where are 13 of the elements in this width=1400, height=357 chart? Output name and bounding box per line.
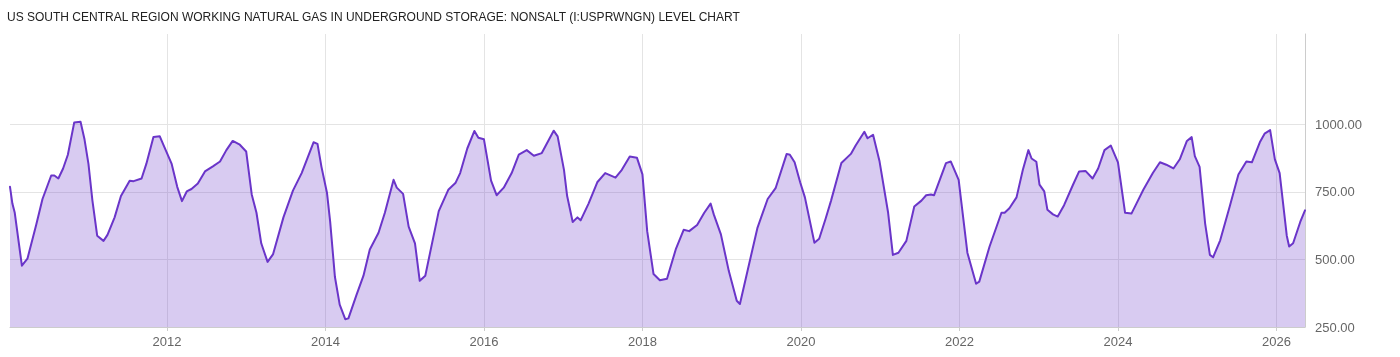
x-tick-label: 2014 (310, 334, 340, 349)
x-tick-label: 2020 (786, 334, 816, 349)
y-tick-label: 250.00 (1315, 319, 1355, 335)
x-tick-label: 2016 (469, 334, 499, 349)
x-tick-label: 2026 (1262, 334, 1291, 349)
x-tick-label: 2012 (152, 334, 182, 349)
y-tick-label: 500.00 (1315, 251, 1355, 267)
y-tick-label: 750.00 (1315, 184, 1355, 200)
chart-title: US SOUTH CENTRAL REGION WORKING NATURAL GAS IN UNDERGROUND STORAGE: NONSALT (I:USPRWNGN) LEVEL CHART (7, 10, 741, 24)
x-tick-label: 2018 (627, 334, 657, 349)
x-tick-label: 2022 (944, 334, 974, 349)
x-tick-label: 2024 (1103, 334, 1133, 349)
y-tick-label: 1000.00 (1315, 116, 1362, 132)
